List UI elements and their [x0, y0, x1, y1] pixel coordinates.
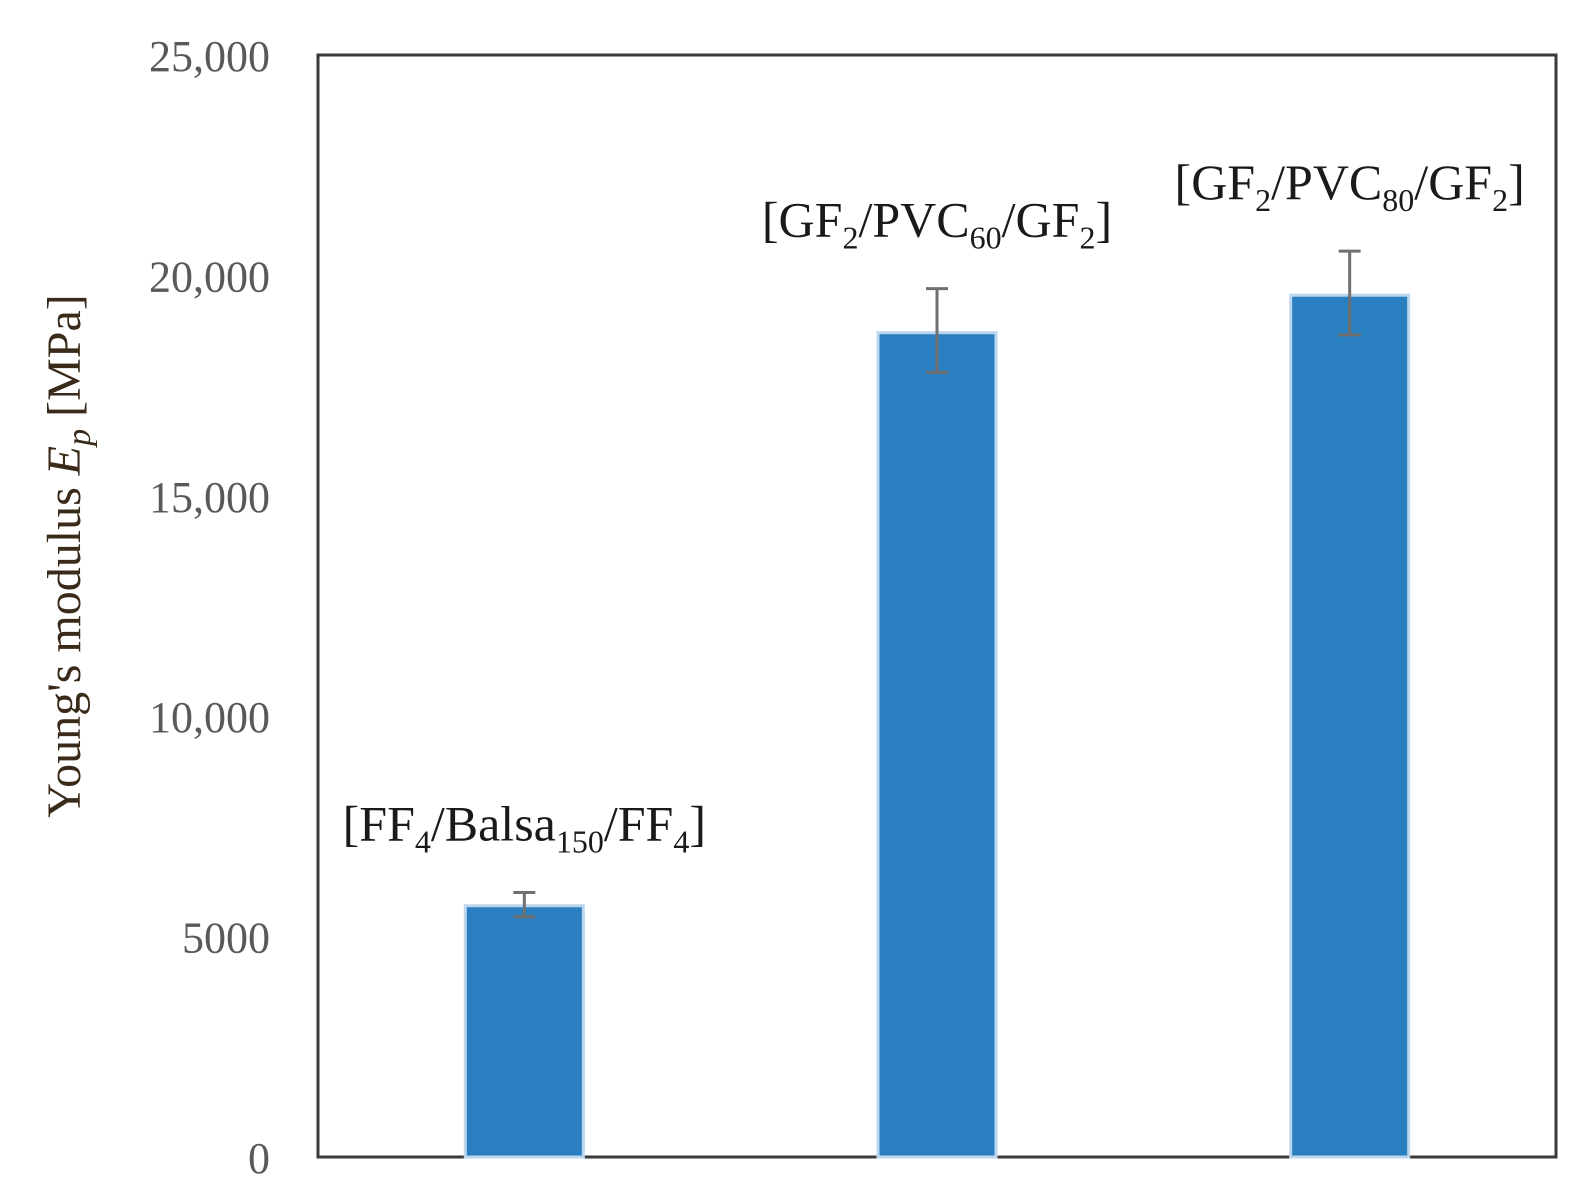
label-text: /PVC	[1271, 154, 1382, 210]
y-tick-label: 25,000	[149, 32, 270, 81]
category-label: [FF4/Balsa150/FF4]	[343, 796, 706, 860]
category-label: [GF2/PVC60/GF2]	[762, 192, 1112, 256]
label-subscript: 2	[1079, 220, 1095, 256]
label-subscript: 2	[1492, 182, 1508, 218]
y-tick-label: 10,000	[149, 693, 270, 742]
label-text: /GF	[1414, 154, 1492, 210]
y-axis-label: Young's modulus Ep [MPa]	[38, 294, 98, 818]
bar	[876, 331, 998, 1159]
y-tick-label: 5000	[182, 914, 270, 963]
y-axis-label-part: E	[38, 446, 91, 476]
label-subscript: 80	[1382, 182, 1414, 218]
label-subscript: 4	[673, 824, 689, 860]
label-text: /GF	[1002, 192, 1080, 248]
label-text: ]	[689, 796, 706, 852]
bar	[1289, 293, 1411, 1159]
label-text: ]	[1095, 192, 1112, 248]
label-subscript: 2	[842, 220, 858, 256]
y-axis-label-group: Young's modulus Ep [MPa]	[38, 294, 98, 818]
category-labels: [FF4/Balsa150/FF4][GF2/PVC60/GF2][GF2/PV…	[343, 154, 1525, 859]
error-bar	[513, 891, 536, 919]
y-tick-label: 15,000	[149, 473, 270, 522]
y-tick-labels: 0 5000 10,000 15,000 20,000 25,000	[149, 32, 270, 1183]
label-text: [GF	[762, 192, 843, 248]
y-tick-label: 0	[248, 1134, 270, 1183]
label-text: [FF	[343, 796, 415, 852]
label-text: /FF	[604, 796, 674, 852]
bars-layer	[463, 293, 1411, 1159]
error-bar	[926, 287, 948, 374]
label-text: /Balsa	[431, 796, 556, 852]
label-subscript: 2	[1255, 182, 1271, 218]
label-text: [GF	[1175, 154, 1256, 210]
label-text: ]	[1508, 154, 1525, 210]
category-label: [GF2/PVC80/GF2]	[1175, 154, 1525, 218]
error-bar	[1338, 249, 1361, 337]
error-bars-layer	[513, 249, 1361, 919]
y-axis-label-part: p	[61, 429, 98, 448]
y-axis-label-part: Young's modulus	[38, 475, 91, 818]
y-axis-label-part: [MPa]	[38, 294, 91, 429]
label-subscript: 150	[556, 824, 604, 860]
label-subscript: 4	[415, 824, 431, 860]
bar	[463, 904, 585, 1159]
label-text: /PVC	[858, 192, 969, 248]
y-tick-label: 20,000	[149, 252, 270, 301]
label-subscript: 60	[970, 220, 1002, 256]
